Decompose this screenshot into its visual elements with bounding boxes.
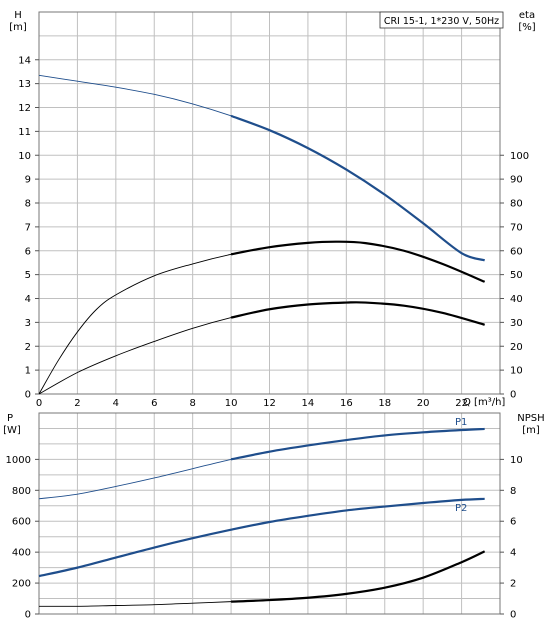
x-tick-label: 16 [340,398,353,409]
p-axis-label-name: P [7,413,13,424]
y-tick-label: 13 [18,79,31,90]
y-tick-label: 1 [25,366,31,377]
y2-tick-label: 0 [510,390,516,401]
y2-tick-label: 4 [510,548,516,559]
y2-tick-label: 2 [510,579,516,590]
x-tick-label: 10 [225,398,238,409]
p2-curve-operating-range [38,497,485,578]
y2-axis-label-unit: [%] [518,22,535,33]
y2-tick-label: 60 [510,246,523,257]
y2-tick-label: 100 [510,151,529,162]
x-tick-label: 2 [74,398,80,409]
y-tick-label: 400 [12,548,31,559]
plot-frame [38,412,501,615]
eta2-curve-operating-range [230,301,485,326]
y2-tick-label: 6 [510,517,516,528]
chart-title-box [379,11,504,29]
y-tick-label: 4 [25,294,31,305]
series-label-p2: P2 [455,503,467,514]
y-tick-label: 11 [18,127,31,138]
y2-tick-label: 20 [510,342,523,353]
head-efficiency-panel: 0123456789101112131401020304050607080901… [9,10,536,409]
npsh-axis-label-unit: [m] [522,425,540,436]
y-tick-label: 1000 [6,455,31,466]
y-tick-label: 2 [25,342,31,353]
y-tick-label: 3 [25,318,31,329]
y-tick-label: 200 [12,579,31,590]
y-axis-label-name: H [14,10,22,21]
y2-tick-label: 80 [510,199,523,210]
eta-curve [38,241,485,395]
y-axis-label-unit: [m] [9,22,27,33]
head-curve [38,74,485,261]
y2-tick-label: 10 [510,455,523,466]
y2-tick-label: 90 [510,175,523,186]
y2-tick-label: 0 [510,610,516,621]
npsh-curve-operating-range [231,550,486,603]
y-tick-label: 14 [18,55,31,66]
y-tick-label: 0 [25,610,31,621]
y2-tick-label: 70 [510,222,523,233]
y-tick-label: 6 [25,246,31,257]
p2-curve [38,498,485,577]
y-tick-label: 800 [12,486,31,497]
x-tick-label: 8 [189,398,195,409]
x-tick-label: 14 [302,398,315,409]
p-axis-label-unit: [W] [3,425,21,436]
power-npsh-panel: P1 P2 0 200 400 600 800 1000 0 2 4 6 8 10 P [W] NPSH… [3,412,545,621]
y-tick-label: 9 [25,175,31,186]
p1-curve-operating-range [230,427,485,461]
y2-tick-label: 40 [510,294,523,305]
y-tick-label: 12 [18,103,31,114]
x-tick-label: 0 [36,398,42,409]
x-tick-label: 18 [378,398,391,409]
npsh-axis-label-name: NPSH [517,413,544,424]
head-curve-operating-range [230,114,485,262]
x-tick-label: 12 [263,398,276,409]
x-axis-label: Q [m³/h] [463,397,505,408]
y2-tick-label: 30 [510,318,523,329]
y-tick-label: 600 [12,517,31,528]
y2-tick-label: 50 [510,270,523,281]
x-tick-label: 6 [151,398,157,409]
x-tick-label: 20 [417,398,430,409]
eta2-curve [38,301,485,395]
y2-tick-label: 8 [510,486,516,497]
x-tick-label: 4 [113,398,119,409]
y-tick-label: 7 [25,222,31,233]
y-tick-label: 5 [25,270,31,281]
chart-title: CRI 15-1, 1*230 V, 50Hz [384,16,499,27]
y-tick-label: 8 [25,199,31,210]
p1-curve [38,428,485,500]
y-tick-label: 10 [18,151,31,162]
y2-axis-label-name: eta [519,10,535,21]
x-tick-label: 22 [455,398,468,409]
y2-tick-label: 10 [510,366,523,377]
y-tick-label: 0 [25,390,31,401]
eta-curve-operating-range [230,240,486,283]
series-label-p1: P1 [455,417,467,428]
